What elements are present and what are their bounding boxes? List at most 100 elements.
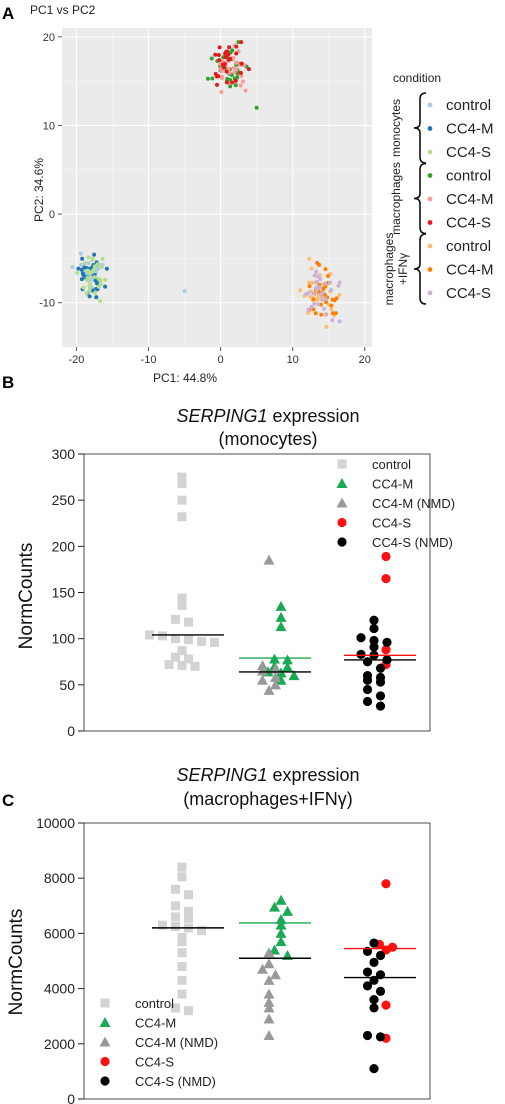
- pca-legend-key-monocytes-cc4-m: [427, 126, 433, 131]
- pca-x-tick-label: 0: [218, 354, 224, 366]
- chart-b-point-cc4-s-nmd: [362, 657, 373, 667]
- chart-b-y-tick-label: 300: [52, 446, 76, 462]
- chart-b-point-control: [184, 617, 193, 627]
- chart-c-point-control: [184, 890, 193, 900]
- pca-legend-group-label-macrophages: macrophages: [389, 162, 403, 235]
- pca-point-macrophages-cc4-s: [233, 78, 238, 83]
- pca-point-macrophages-control: [228, 84, 233, 89]
- pca-plot: -20 -10 0 10 20 -10 0 10 20: [39, 28, 372, 366]
- pca-legend: control CC4-M CC4-S monocytes control CC4-M CC…: [382, 92, 494, 305]
- chart-c-point-cc4-s-nmd: [369, 1003, 379, 1013]
- chart-b-point-control: [164, 660, 174, 670]
- chart-c-point-cc4-m-nmd: [263, 1030, 275, 1041]
- pca-point-macrophages-ifn-cc4-m: [311, 297, 316, 302]
- chart-c-point-control: [171, 1003, 180, 1013]
- chart-c-point-cc4-s-nmd: [375, 950, 386, 961]
- pca-point-monocytes-cc4-s: [95, 262, 100, 267]
- chart-b-point-cc4-m: [275, 600, 287, 611]
- pca-point-monocytes-cc4-s: [99, 265, 104, 270]
- chart-c-point-cc4-s: [381, 1000, 391, 1010]
- chart-b-point-control: [171, 652, 180, 662]
- chart-c-point-cc4-m-nmd: [263, 1013, 275, 1024]
- pca-ticks: -20 -10 0 10 20 -10 0 10 20: [39, 32, 371, 366]
- pca-legend-key-macrophages-ifn-control: [427, 243, 433, 249]
- chart-c-legend-key-cc4-s: [100, 1056, 110, 1067]
- chart-b-y-axis-label: NormCounts: [16, 543, 37, 650]
- chart-c-plot-frame: [83, 822, 431, 1100]
- pca-point-macrophages-cc4-m: [219, 90, 224, 95]
- pca-legend-group-label-line: macrophages: [389, 162, 403, 235]
- chart-c-point-cc4-m: [275, 936, 287, 947]
- chart-b-y-tick-label: 250: [52, 492, 76, 508]
- chart-c-point-control: [171, 884, 180, 894]
- pca-point-macrophages-cc4-s: [230, 80, 235, 85]
- chart-b-point-cc4-m-nmd: [270, 663, 281, 674]
- chart-b-point-control: [171, 614, 180, 624]
- pca-outlier-point: [254, 105, 259, 110]
- pca-point-macrophages-ifn-cc4-s: [328, 280, 333, 285]
- chart-b-y-tick-label: 200: [52, 538, 76, 554]
- pca-point-macrophages-cc4-s: [223, 51, 228, 56]
- pca-point-macrophages-ifn-cc4-s: [312, 273, 317, 278]
- chart-b-plot: 0 50 100 150 200 250 300 control CC4-M CC4-M (NMD…: [52, 446, 455, 739]
- pca-legend-key-monocytes-control: [427, 102, 433, 108]
- chart-c-y-tick-label: 2000: [44, 1036, 75, 1052]
- pca-point-macrophages-cc4-m: [238, 83, 243, 88]
- pca-point-macrophages-cc4-s: [213, 52, 218, 57]
- pca-point-macrophages-ifn-control: [310, 280, 315, 285]
- chart-b-point-cc4-s-nmd: [369, 623, 379, 634]
- pca-legend-title: condition: [393, 71, 441, 85]
- chart-c-point-control: [171, 901, 180, 911]
- pca-point-macrophages-cc4-s: [223, 55, 228, 60]
- pca-legend-label-monocytes-control: control: [446, 97, 491, 114]
- pca-point-monocytes-cc4-s: [98, 299, 103, 304]
- chart-b-point-cc4-s-nmd: [362, 684, 373, 695]
- pca-y-tick-label: 10: [43, 120, 55, 132]
- chart-b-y-tick-label: 0: [67, 723, 75, 739]
- pca-point-macrophages-ifn-control: [307, 256, 312, 261]
- pca-point-macrophages-cc4-m: [232, 70, 237, 75]
- chart-c-point-cc4-m-nmd: [263, 988, 275, 999]
- chart-b-point-cc4-s-nmd: [375, 677, 386, 687]
- chart-c-title-rest: expression: [267, 765, 359, 785]
- pca-point-monocytes-cc4-s: [98, 282, 103, 287]
- chart-c-point-cc4-m: [275, 927, 287, 938]
- pca-point-macrophages-control: [235, 71, 240, 76]
- chart-b-point-cc4-m: [275, 674, 287, 685]
- pca-point-monocytes-cc4-m: [104, 266, 109, 271]
- pca-point-monocytes-cc4-s: [90, 258, 95, 263]
- pca-point-macrophages-ifn-cc4-m: [307, 284, 312, 289]
- pca-point-monocytes-cc4-m: [79, 267, 84, 272]
- chart-c-point-cc4-m-nmd: [263, 947, 275, 958]
- chart-c-plot: 0 2000 4000 6000 8000 10000 control CC4-M CC4-M …: [36, 815, 431, 1104]
- chart-b-point-cc4-s-nmd: [356, 633, 366, 643]
- pca-point-macrophages-cc4-s: [216, 53, 221, 58]
- pca-legend-group-label-line: +IFNγ: [396, 253, 410, 285]
- chart-b-point-control: [145, 630, 154, 640]
- chart-c-point-control: [184, 913, 193, 923]
- chart-c-point-control: [171, 922, 180, 931]
- pca-point-macrophages-control: [235, 75, 240, 80]
- chart-c-legend-key-control: [100, 998, 110, 1008]
- chart-b-point-cc4-m-nmd: [263, 554, 275, 565]
- pca-point-macrophages-ifn-cc4-m: [329, 303, 334, 308]
- chart-b-point-cc4-s-nmd: [375, 691, 386, 701]
- chart-c-legend-key-cc4-s-nmd: [100, 1076, 110, 1086]
- pca-legend-key-macrophages-cc4-m: [427, 196, 433, 202]
- chart-b-point-control: [158, 631, 167, 641]
- pca-point-monocytes-control: [79, 262, 84, 267]
- pca-point-macrophages-ifn-cc4-s: [323, 281, 328, 286]
- pca-legend-label-macrophages-cc4-m: CC4-M: [446, 191, 494, 208]
- pca-legend-label-macrophages-control: control: [446, 168, 491, 185]
- pca-point-macrophages-ifn-cc4-s: [318, 277, 323, 282]
- pca-point-macrophages-ifn-cc4-s: [311, 291, 316, 296]
- pca-point-macrophages-control: [205, 76, 210, 81]
- pca-point-monocytes-cc4-s: [93, 290, 98, 295]
- chart-b-legend-key-cc4-m-nmd: [336, 497, 348, 508]
- pca-point-macrophages-ifn-control: [306, 311, 311, 316]
- chart-c-point-control: [158, 920, 167, 930]
- chart-c-y-axis-label: NormCounts: [6, 909, 27, 1016]
- pca-point-macrophages-ifn-cc4-s: [336, 283, 341, 288]
- pca-point-macrophages-cc4-s: [234, 44, 239, 49]
- chart-b-legend-key-cc4-m: [336, 478, 348, 488]
